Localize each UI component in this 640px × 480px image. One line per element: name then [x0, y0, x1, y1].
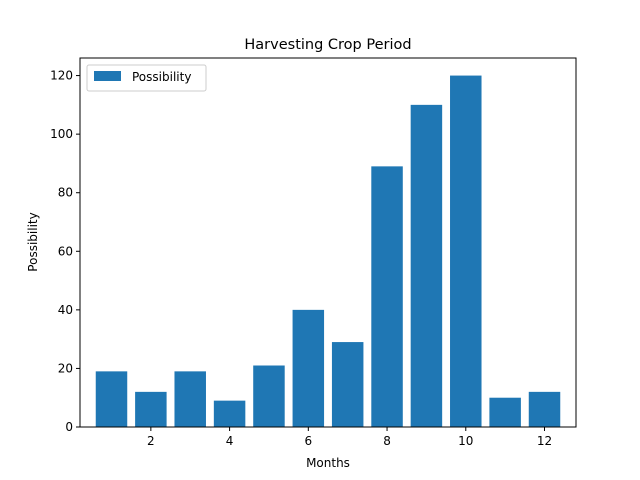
bar-month-8: [371, 166, 403, 428]
bar-month-4: [213, 400, 246, 427]
x-axis-label: Months: [306, 456, 350, 470]
legend-label: Possibility: [132, 70, 191, 84]
y-tick-label: 100: [50, 127, 73, 141]
axes-frame: [79, 57, 577, 428]
legend: Possibility: [86, 64, 207, 92]
x-tick-label: 2: [147, 434, 155, 448]
plot-area: 2 4 6 8 10 12 0 20 40 60 80 100 120: [50, 57, 577, 448]
x-tick-label: 10: [458, 434, 473, 448]
chart-title: Harvesting Crop Period: [244, 37, 411, 53]
bar-month-10: [450, 75, 482, 427]
y-axis-ticks: 0 20 40 60 80 100 120: [50, 69, 80, 434]
y-tick-label: 60: [58, 244, 73, 258]
x-tick-label: 8: [383, 434, 391, 448]
x-tick-label: 12: [537, 434, 552, 448]
bar-month-9: [410, 104, 443, 428]
bars-group: [95, 75, 561, 428]
x-axis-ticks: 2 4 6 8 10 12: [147, 427, 552, 448]
bar-month-2: [135, 391, 167, 427]
bar-month-11: [489, 397, 521, 427]
y-axis-label: Possibility: [26, 212, 40, 271]
bar-month-12: [528, 391, 561, 427]
x-tick-label: 6: [304, 434, 312, 448]
bar-month-7: [331, 342, 364, 427]
bar-month-1: [95, 371, 128, 427]
y-tick-label: 120: [50, 69, 73, 83]
y-tick-label: 20: [58, 361, 73, 375]
x-tick-label: 4: [226, 434, 234, 448]
bar-month-5: [253, 365, 285, 427]
bar-month-6: [292, 309, 325, 427]
legend-swatch: [94, 71, 121, 81]
y-tick-label: 80: [58, 186, 73, 200]
y-tick-label: 0: [65, 420, 73, 434]
y-tick-label: 40: [58, 303, 73, 317]
bar-month-3: [174, 371, 206, 427]
